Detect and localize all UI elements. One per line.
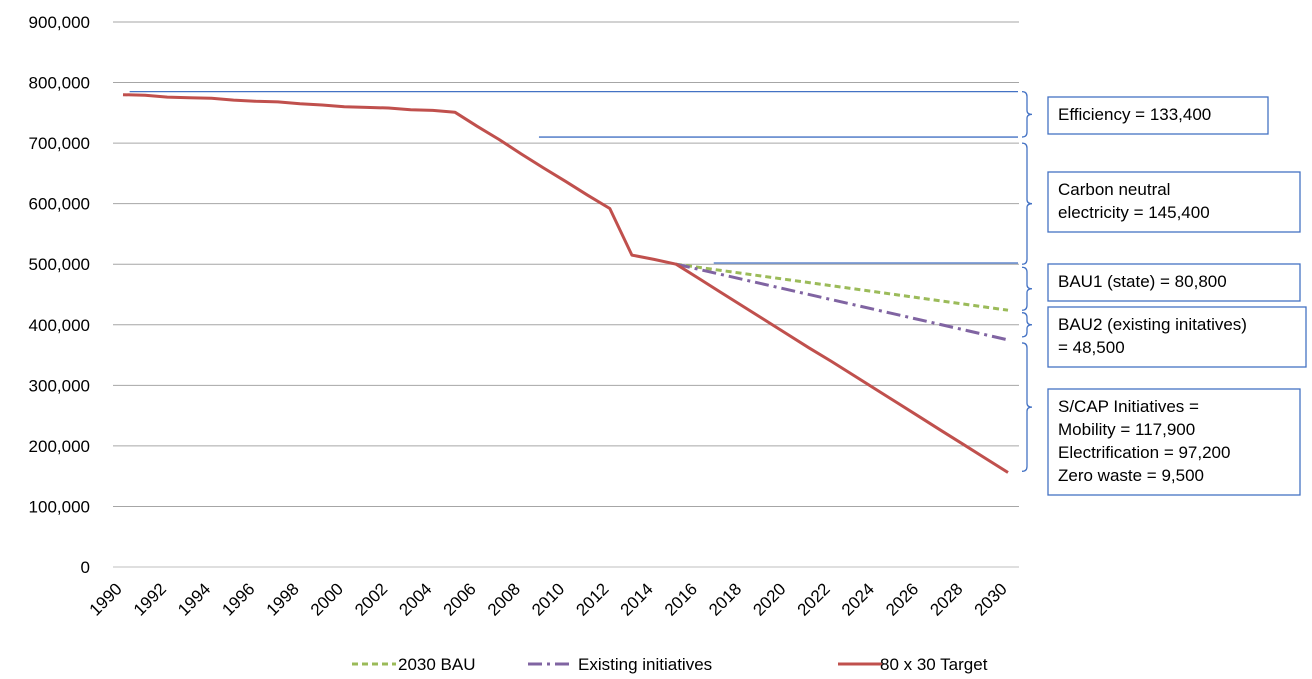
series-line-existing-initiatives xyxy=(675,262,1009,342)
x-tick-label: 1998 xyxy=(263,579,303,619)
annotation-text: electricity = 145,400 xyxy=(1058,203,1210,222)
x-tick-label: 2014 xyxy=(617,579,657,619)
annotation-text: = 48,500 xyxy=(1058,338,1125,357)
annotation-box xyxy=(1047,171,1301,233)
y-tick-label: 500,000 xyxy=(29,255,90,274)
legend-label: Existing initiatives xyxy=(578,655,712,674)
annotation-bracket xyxy=(1021,142,1033,265)
legend-label: 80 x 30 Target xyxy=(880,655,988,674)
x-tick-label: 2020 xyxy=(749,579,789,619)
y-tick-label: 600,000 xyxy=(29,195,90,214)
annotation-bracket xyxy=(1021,90,1033,138)
x-tick-label: 1994 xyxy=(174,579,214,619)
series-line-80-x-30-target xyxy=(122,93,1009,474)
annotation-text: Electrification = 97,200 xyxy=(1058,443,1230,462)
x-tick-label: 2008 xyxy=(484,579,524,619)
x-tick-label: 1992 xyxy=(130,579,170,619)
annotation-box xyxy=(1047,96,1269,135)
x-tick-label: 2004 xyxy=(395,579,435,619)
y-tick-label: 800,000 xyxy=(29,74,90,93)
y-tick-label: 0 xyxy=(81,558,90,577)
x-tick-label: 1996 xyxy=(218,579,258,619)
y-tick-label: 200,000 xyxy=(29,437,90,456)
y-tick-label: 700,000 xyxy=(29,134,90,153)
annotation-text: BAU2 (existing initatives) xyxy=(1058,315,1247,334)
x-tick-label: 1990 xyxy=(86,579,126,619)
x-tick-label: 2002 xyxy=(351,579,391,619)
series-line-2030-bau xyxy=(675,262,1009,312)
annotation-text: BAU1 (state) = 80,800 xyxy=(1058,272,1227,291)
y-tick-label: 100,000 xyxy=(29,497,90,516)
x-tick-label: 2026 xyxy=(882,579,922,619)
annotation-text: Mobility = 117,900 xyxy=(1058,420,1195,439)
x-tick-label: 2006 xyxy=(440,579,480,619)
annotation-box xyxy=(1047,263,1301,302)
y-tick-label: 900,000 xyxy=(29,13,90,32)
annotation-bracket xyxy=(1021,342,1033,472)
annotation-text: S/CAP Initiatives = xyxy=(1058,397,1199,416)
annotation-text: Carbon neutral xyxy=(1058,180,1170,199)
x-tick-label: 2022 xyxy=(794,579,834,619)
x-tick-label: 2012 xyxy=(572,579,612,619)
annotation-bracket xyxy=(1021,266,1033,311)
x-tick-label: 2018 xyxy=(705,579,745,619)
y-tick-label: 300,000 xyxy=(29,376,90,395)
x-tick-label: 2024 xyxy=(838,579,878,619)
annotation-text: Efficiency = 133,400 xyxy=(1058,105,1211,124)
annotation-box xyxy=(1047,306,1307,368)
x-tick-label: 2010 xyxy=(528,579,568,619)
annotation-text: Zero waste = 9,500 xyxy=(1058,466,1204,485)
x-tick-label: 2030 xyxy=(971,579,1011,619)
annotation-bracket xyxy=(1021,312,1033,338)
x-tick-label: 2028 xyxy=(926,579,966,619)
legend-label: 2030 BAU xyxy=(398,655,476,674)
y-tick-label: 400,000 xyxy=(29,316,90,335)
annotation-box xyxy=(1047,388,1301,496)
x-tick-label: 2016 xyxy=(661,579,701,619)
x-tick-label: 2000 xyxy=(307,579,347,619)
